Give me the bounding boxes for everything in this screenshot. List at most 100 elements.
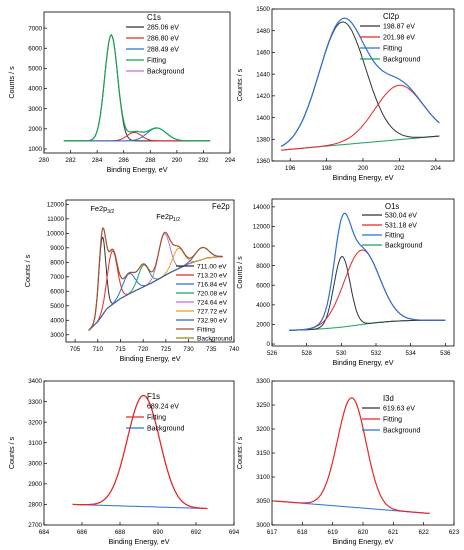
i3d-fitting-line <box>274 397 430 515</box>
fe2p-y-tick-label: 4000 <box>50 317 64 324</box>
f1s-peak-0-line <box>72 394 208 509</box>
c1s-y-tick-label: 6000 <box>28 45 42 52</box>
c1s-x-tick-label: 282 <box>65 157 76 164</box>
c1s-legend-label: Fitting <box>147 57 166 64</box>
fe2p-x-tick-label: 730 <box>183 346 194 353</box>
cl2p-x-tick-label: 198 <box>321 165 332 172</box>
f1s-legend-label: Background <box>147 425 184 432</box>
fe2p-x-axis-title: Binding Energy, eV <box>120 354 181 363</box>
c1s-peak-2-line <box>63 127 211 142</box>
c1s-peak-0-line <box>63 34 211 142</box>
i3d-y-tick-label: 3100 <box>256 474 270 481</box>
i3d-x-tick-label: 618 <box>297 529 308 536</box>
o1s-peak-1-line <box>289 249 446 331</box>
o1s-curves <box>289 212 446 331</box>
fe2p-legend-label: 713.20 eV <box>197 272 228 279</box>
cl2p-y-tick-label: 1420 <box>256 93 270 100</box>
o1s-y-tick-label: 10000 <box>253 243 271 250</box>
fe2p-legend-label: Fitting <box>197 326 215 333</box>
o1s-x-tick-label: 536 <box>440 350 451 357</box>
cl2p-y-axis-title: Counts / s <box>235 68 244 101</box>
f1s-x-tick-label: 694 <box>229 529 240 536</box>
o1s-legend-label: Background <box>385 242 422 249</box>
i3d-y-tick-label: 3300 <box>256 378 270 385</box>
c1s-legend: 285.06 eV 286.80 eV 288.49 eV Fitting Backgr… <box>126 24 184 75</box>
f1s-title: F1s <box>147 392 160 401</box>
c1s-x-tick-label: 294 <box>225 157 236 164</box>
c1s-y-tick-label: 7000 <box>28 25 42 32</box>
o1s-x-tick-label: 530 <box>336 350 347 357</box>
i3d-x-tick-label: 619 <box>328 529 339 536</box>
fe2p-title: Fe2p <box>212 202 230 211</box>
fe2p-x-tick-label: 735 <box>206 346 217 353</box>
o1s-y-tick-label: 4000 <box>256 302 270 309</box>
c1s-y-tick-label: 5000 <box>28 66 42 73</box>
i3d-y-tick-label: 3050 <box>256 498 270 505</box>
i3d-x-axis-title: Binding Energy, eV <box>333 537 394 546</box>
cl2p-y-tick-label: 1380 <box>256 136 270 143</box>
cl2p-x-tick-label: 202 <box>394 165 405 172</box>
fe2p-y-tick-label: 7000 <box>50 274 64 281</box>
i3d-y-axis-title: Counts / s <box>235 436 244 469</box>
o1s-x-tick-label: 526 <box>267 350 278 357</box>
cl2p-plot-frame <box>271 8 455 162</box>
c1s-curves <box>63 34 211 142</box>
c1s-legend-label: 286.80 eV <box>147 35 179 42</box>
cl2p-panel: 196 198 200 202 204 1360 1380 1400 1420 1440 1460 1… <box>235 6 455 182</box>
f1s-y-tick-label: 3200 <box>28 419 42 426</box>
fe2p-fitting-line <box>88 226 223 331</box>
o1s-peak-0-line <box>289 255 446 331</box>
c1s-x-tick-label: 290 <box>172 157 183 164</box>
fe2p-x-tick-label: 705 <box>70 346 81 353</box>
o1s-plot-frame <box>271 198 455 347</box>
f1s-panel: 684 686 688 690 692 694 2700 2800 2900 3000 3100 32… <box>7 378 240 546</box>
fe2p-panel: 705 710 715 720 725 730 735 740 3000 4000 5000 6000… <box>23 199 240 363</box>
f1s-y-tick-label: 3000 <box>28 460 42 467</box>
cl2p-x-tick-label: 200 <box>358 165 369 172</box>
f1s-background-line <box>72 503 208 509</box>
fe2p-curves <box>88 226 223 331</box>
f1s-y-tick-label: 3100 <box>28 440 42 447</box>
c1s-legend-label: 285.06 eV <box>147 24 179 31</box>
fe2p-x-tick-label: 715 <box>115 346 126 353</box>
f1s-x-tick-label: 688 <box>115 529 126 536</box>
o1s-panel: 526 528 530 532 534 536 0 2000 4000 6000 8000 10000… <box>235 198 455 367</box>
cl2p-peak-1-line <box>281 84 440 151</box>
cl2p-y-tick-label: 1440 <box>256 71 270 78</box>
o1s-y-tick-label: 2000 <box>256 322 270 329</box>
fe2p-annotation: Fe2p3/2 <box>90 204 114 215</box>
cl2p-title: Cl2p <box>383 12 400 21</box>
f1s-y-tick-label: 3400 <box>28 378 42 385</box>
cl2p-curves <box>280 17 440 151</box>
i3d-x-tick-label: 617 <box>267 529 278 536</box>
o1s-x-tick-label: 528 <box>302 350 313 357</box>
fe2p-legend-label: 720.08 eV <box>197 290 228 297</box>
cl2p-legend: 198.87 eV 201.98 eV Fitting Background <box>360 23 420 63</box>
c1s-y-tick-label: 4000 <box>28 86 42 93</box>
fe2p-y-tick-label: 9000 <box>50 245 64 252</box>
i3d-y-tick-label: 3150 <box>256 450 270 457</box>
i3d-curves <box>274 397 430 515</box>
i3d-legend-label: Background <box>383 427 420 434</box>
fe2p-y-tick-label: 12000 <box>47 202 65 209</box>
fe2p-plot-frame <box>65 199 235 343</box>
fe2p-y-tick-label: 10000 <box>47 231 65 238</box>
i3d-y-tick-label: 3250 <box>256 402 270 409</box>
f1s-y-tick-label: 3300 <box>28 399 42 406</box>
c1s-x-tick-label: 280 <box>39 157 50 164</box>
cl2p-y-tick-label: 1480 <box>256 28 270 35</box>
o1s-legend-label: 530.04 eV <box>385 212 417 219</box>
i3d-panel: 617 618 619 620 621 622 623 3000 3050 3100 3150 320… <box>235 378 460 546</box>
c1s-fitting-line <box>63 34 211 142</box>
i3d-y-tick-label: 3000 <box>256 522 270 529</box>
c1s-y-tick-label: 3000 <box>28 106 42 113</box>
o1s-x-axis-title: Binding Energy, eV <box>333 358 394 367</box>
fe2p-x-tick-label: 725 <box>161 346 172 353</box>
fe2p-y-axis-title: Counts / s <box>23 254 32 287</box>
c1s-x-tick-label: 292 <box>198 157 209 164</box>
cl2p-legend-label: 201.98 eV <box>383 34 415 41</box>
o1s-x-tick-label: 532 <box>371 350 382 357</box>
i3d-legend-label: Fitting <box>383 416 402 423</box>
c1s-x-tick-label: 288 <box>145 157 156 164</box>
